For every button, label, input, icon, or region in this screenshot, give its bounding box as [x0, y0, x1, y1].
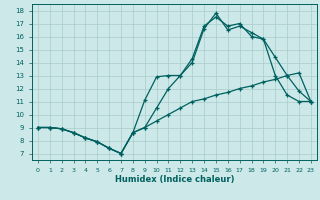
X-axis label: Humidex (Indice chaleur): Humidex (Indice chaleur) [115, 175, 234, 184]
